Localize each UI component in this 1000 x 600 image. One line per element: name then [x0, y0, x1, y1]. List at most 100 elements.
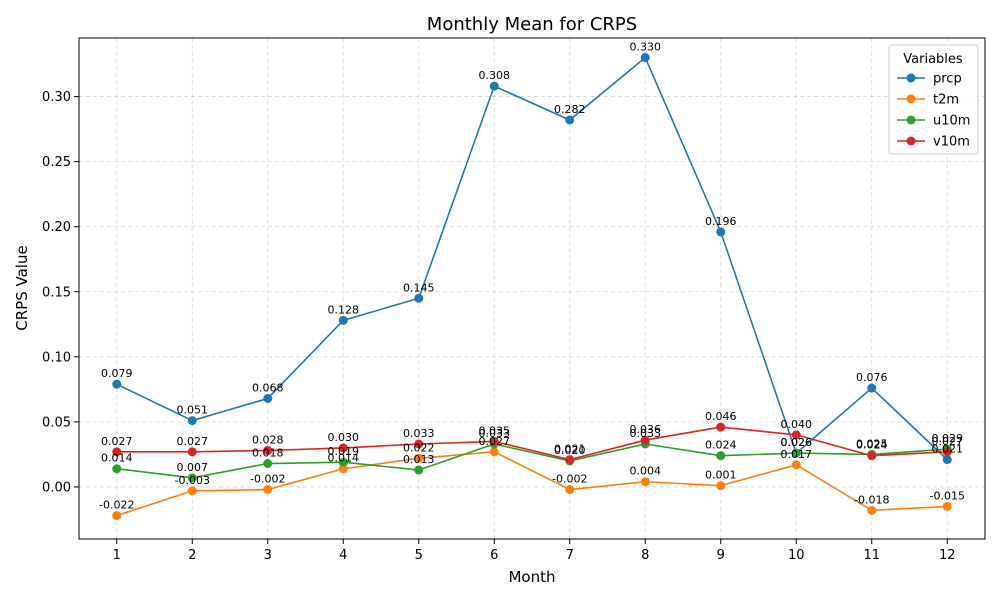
data-label-t2m: 0.017 — [781, 448, 813, 461]
x-tick-label: 5 — [415, 548, 423, 563]
data-point-v10m — [112, 447, 122, 457]
data-label-v10m: 0.028 — [252, 434, 284, 447]
data-point-prcp — [112, 379, 122, 389]
data-point-prcp — [338, 315, 348, 325]
data-label-u10m: 0.029 — [932, 432, 964, 445]
data-label-prcp: 0.068 — [252, 381, 284, 394]
data-label-u10m: 0.013 — [403, 453, 435, 466]
data-point-prcp — [640, 53, 650, 63]
data-point-v10m — [489, 436, 499, 446]
data-label-u10m: 0.024 — [705, 439, 737, 452]
data-point-prcp — [942, 455, 952, 465]
data-label-prcp: 0.021 — [932, 443, 964, 456]
data-label-v10m: 0.046 — [705, 410, 737, 423]
data-label-prcp: 0.128 — [328, 303, 360, 316]
data-point-t2m — [338, 464, 348, 474]
grid-layer — [79, 38, 985, 539]
series-line-u10m — [116, 443, 948, 479]
data-label-u10m: 0.033 — [630, 427, 662, 440]
data-label-v10m: 0.030 — [328, 431, 360, 444]
series-line-t2m — [116, 451, 948, 517]
data-label-t2m: -0.002 — [552, 473, 587, 486]
x-tick-label: 9 — [717, 548, 725, 563]
data-point-v10m — [867, 451, 877, 461]
data-label-t2m: 0.014 — [328, 452, 360, 465]
data-point-u10m — [187, 473, 197, 483]
data-label-u10m: 0.007 — [177, 461, 209, 474]
data-point-t2m — [942, 501, 952, 511]
data-label-t2m: -0.022 — [99, 499, 134, 512]
data-label-prcp: 0.145 — [403, 281, 435, 294]
data-label-t2m: 0.022 — [403, 441, 435, 454]
data-label-v10m: 0.027 — [101, 435, 133, 448]
data-point-v10m — [716, 422, 726, 432]
data-label-v10m: 0.027 — [932, 435, 964, 448]
data-point-prcp — [716, 227, 726, 237]
data-label-prcp: 0.026 — [781, 436, 813, 449]
data-point-t2m — [112, 511, 122, 521]
data-point-u10m — [263, 459, 273, 469]
legend-title: Variables — [903, 52, 963, 67]
data-label-t2m: -0.002 — [250, 473, 285, 486]
series-line-prcp — [116, 56, 948, 461]
legend-label-t2m: t2m — [933, 93, 959, 108]
data-point-u10m — [338, 457, 348, 467]
x-tick-label: 10 — [788, 548, 805, 563]
legend-label-prcp: prcp — [933, 72, 962, 87]
x-tick-label: 4 — [339, 548, 347, 563]
data-label-t2m: -0.015 — [930, 489, 965, 502]
data-label-t2m: -0.003 — [175, 474, 210, 487]
x-tick-label: 11 — [863, 548, 880, 563]
data-point-v10m — [263, 446, 273, 456]
plot-frame — [78, 37, 986, 540]
data-label-v10m: 0.035 — [479, 424, 511, 437]
data-label-u10m: 0.018 — [252, 447, 284, 460]
data-label-prcp: 0.330 — [630, 41, 662, 54]
y-tick-label: 0.00 — [42, 480, 71, 495]
series-layer — [112, 53, 952, 521]
x-tick-label: 8 — [641, 548, 649, 563]
data-label-t2m: 0.001 — [705, 469, 737, 482]
x-tick-label: 3 — [264, 548, 272, 563]
series-line-v10m — [116, 426, 948, 461]
x-tick-label: 7 — [566, 548, 574, 563]
data-point-t2m — [867, 505, 877, 515]
legend-marker-v10m — [906, 136, 916, 146]
data-label-v10m: 0.027 — [177, 435, 209, 448]
data-label-prcp: 0.196 — [705, 215, 737, 228]
data-point-prcp — [565, 115, 575, 125]
chart-title: Monthly Mean for CRPS — [427, 14, 637, 35]
legend-marker-prcp — [906, 73, 916, 83]
y-tick-label: 0.25 — [42, 155, 71, 170]
data-point-prcp — [187, 416, 197, 426]
data-label-u10m: 0.019 — [328, 445, 360, 458]
legend: Variables prcp t2m u10m v10m — [888, 44, 979, 155]
x-tick-label: 2 — [188, 548, 196, 563]
data-label-t2m: 0.027 — [479, 435, 511, 448]
data-point-u10m — [791, 448, 801, 458]
data-label-prcp: 0.076 — [856, 371, 888, 384]
data-point-v10m — [414, 439, 424, 449]
y-tick-label: 0.30 — [42, 90, 71, 105]
data-point-u10m — [414, 465, 424, 475]
legend-label-u10m: u10m — [933, 114, 970, 129]
data-point-t2m — [187, 486, 197, 496]
data-point-u10m — [716, 451, 726, 461]
data-label-prcp: 0.308 — [479, 69, 511, 82]
x-tick-label: 1 — [113, 548, 121, 563]
data-label-v10m: 0.024 — [856, 439, 888, 452]
data-point-v10m — [565, 455, 575, 465]
y-tick-label: 0.15 — [42, 285, 71, 300]
data-label-u10m: 0.033 — [479, 427, 511, 440]
data-label-prcp: 0.079 — [101, 367, 133, 380]
data-point-t2m — [414, 453, 424, 463]
tick-layer: 1 2 3 4 5 6 7 8 9 10 11 120.000.050.100.150.200.250… — [42, 90, 955, 563]
x-tick-label: 12 — [939, 548, 956, 563]
data-point-prcp — [867, 383, 877, 393]
data-point-t2m — [565, 485, 575, 495]
data-point-v10m — [791, 430, 801, 440]
data-label-v10m: 0.033 — [403, 427, 435, 440]
data-label-t2m: -0.018 — [854, 493, 889, 506]
data-label-v10m: 0.021 — [554, 443, 586, 456]
